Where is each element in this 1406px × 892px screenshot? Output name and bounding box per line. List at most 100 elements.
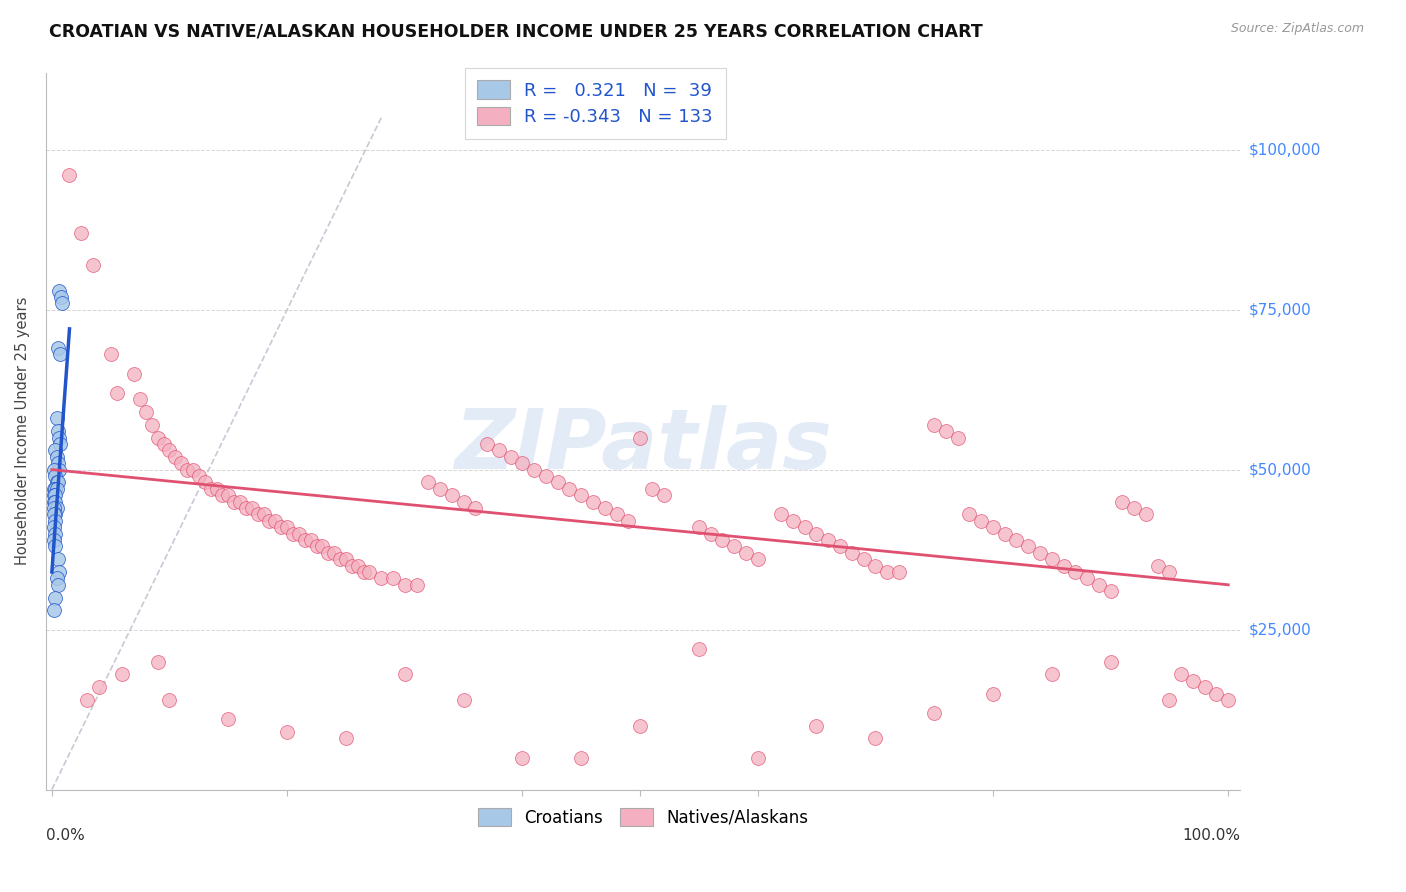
- Point: [48, 284, 70, 298]
- Point: [382, 571, 405, 585]
- Text: CROATIAN VS NATIVE/ALASKAN HOUSEHOLDER INCOME UNDER 25 YEARS CORRELATION CHART: CROATIAN VS NATIVE/ALASKAN HOUSEHOLDER I…: [49, 22, 983, 40]
- Point: [44, 469, 66, 483]
- Point: [181, 463, 204, 477]
- Point: [453, 494, 475, 508]
- Point: [44, 501, 66, 516]
- Point: [569, 750, 592, 764]
- Point: [129, 392, 152, 407]
- Point: [318, 546, 340, 560]
- Text: $25,000: $25,000: [1249, 622, 1310, 637]
- Point: [499, 450, 522, 464]
- Point: [70, 226, 93, 240]
- Point: [981, 687, 1004, 701]
- Point: [44, 482, 66, 496]
- Point: [44, 494, 66, 508]
- Point: [405, 578, 427, 592]
- Point: [105, 385, 128, 400]
- Point: [605, 508, 627, 522]
- Point: [353, 565, 375, 579]
- Point: [1194, 680, 1216, 694]
- Point: [44, 514, 66, 528]
- Point: [512, 456, 534, 470]
- Text: 100.0%: 100.0%: [1182, 828, 1240, 843]
- Text: $100,000: $100,000: [1249, 142, 1320, 157]
- Point: [946, 431, 969, 445]
- Point: [51, 290, 73, 304]
- Point: [187, 469, 209, 483]
- Point: [1170, 667, 1192, 681]
- Point: [46, 341, 69, 355]
- Point: [1005, 533, 1028, 547]
- Point: [45, 482, 67, 496]
- Point: [141, 417, 163, 432]
- Point: [44, 482, 66, 496]
- Point: [45, 450, 67, 464]
- Point: [806, 526, 828, 541]
- Point: [887, 565, 910, 579]
- Point: [44, 494, 66, 508]
- Point: [523, 463, 546, 477]
- Point: [252, 508, 274, 522]
- Point: [159, 693, 181, 707]
- Point: [170, 456, 193, 470]
- Point: [45, 571, 67, 585]
- Point: [1064, 565, 1087, 579]
- Point: [44, 488, 66, 502]
- Point: [828, 540, 851, 554]
- Point: [723, 540, 745, 554]
- Point: [276, 520, 298, 534]
- Point: [652, 488, 675, 502]
- Point: [1052, 558, 1074, 573]
- Point: [1181, 673, 1204, 688]
- Point: [1099, 655, 1122, 669]
- Point: [46, 456, 69, 470]
- Point: [235, 501, 257, 516]
- Point: [176, 463, 198, 477]
- Point: [76, 693, 98, 707]
- Point: [122, 367, 145, 381]
- Point: [747, 552, 769, 566]
- Point: [464, 501, 486, 516]
- Point: [1218, 693, 1240, 707]
- Point: [329, 552, 352, 566]
- Point: [294, 533, 316, 547]
- Point: [335, 731, 357, 746]
- Point: [370, 571, 392, 585]
- Text: $75,000: $75,000: [1249, 302, 1310, 318]
- Point: [359, 565, 381, 579]
- Point: [44, 603, 66, 617]
- Point: [770, 508, 793, 522]
- Point: [44, 540, 66, 554]
- Point: [46, 424, 69, 438]
- Point: [394, 667, 416, 681]
- Point: [1040, 552, 1063, 566]
- Point: [418, 475, 440, 490]
- Point: [793, 520, 815, 534]
- Point: [841, 546, 863, 560]
- Point: [429, 482, 451, 496]
- Point: [44, 488, 66, 502]
- Point: [994, 526, 1017, 541]
- Point: [323, 546, 346, 560]
- Point: [394, 578, 416, 592]
- Point: [865, 731, 887, 746]
- Point: [281, 526, 304, 541]
- Point: [935, 424, 957, 438]
- Point: [49, 347, 72, 361]
- Point: [48, 463, 70, 477]
- Point: [628, 718, 651, 732]
- Point: [817, 533, 839, 547]
- Point: [135, 405, 157, 419]
- Point: [922, 706, 945, 720]
- Point: [259, 514, 281, 528]
- Point: [593, 501, 616, 516]
- Point: [617, 514, 640, 528]
- Point: [44, 443, 66, 458]
- Point: [981, 520, 1004, 534]
- Point: [44, 526, 66, 541]
- Point: [340, 558, 363, 573]
- Point: [1099, 584, 1122, 599]
- Point: [852, 552, 875, 566]
- Point: [1111, 494, 1133, 508]
- Text: $50,000: $50,000: [1249, 462, 1310, 477]
